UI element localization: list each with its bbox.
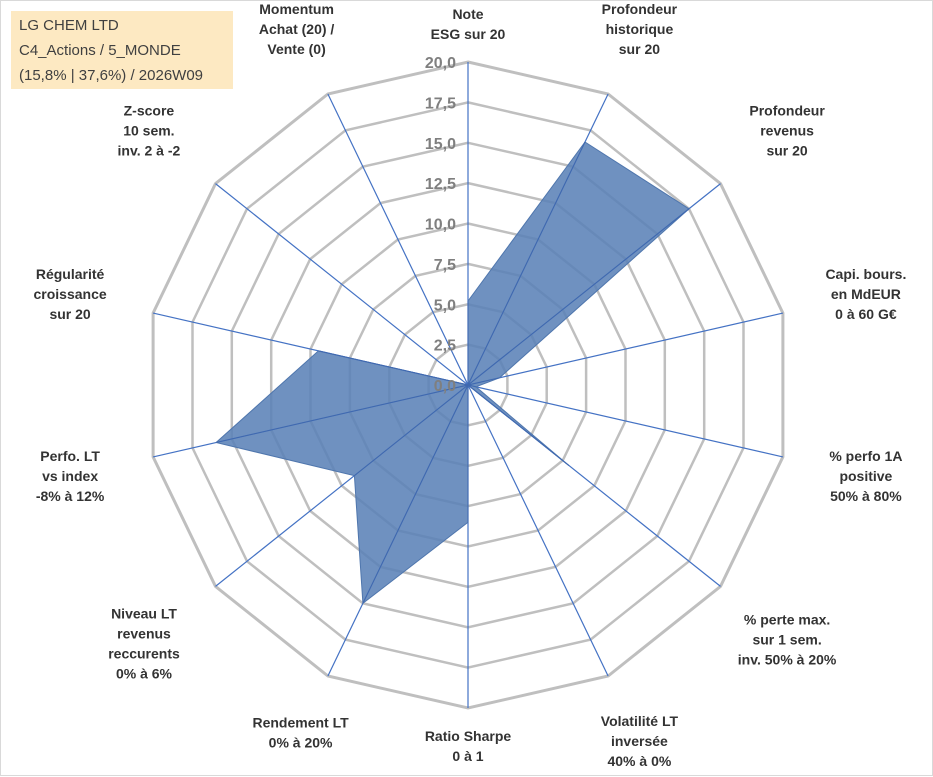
tick-label: 12,5 [425, 176, 456, 193]
axis-label-line: Régularité [36, 266, 105, 282]
axis-label-line: historique [606, 21, 674, 37]
axis-label: % perfo 1A positive 50% à 80% [829, 448, 902, 504]
axis-label-line: sur 20 [619, 41, 660, 57]
portfolio-category: C4_Actions / 5_MONDE [19, 38, 225, 63]
axis-label-line: Niveau LT [111, 605, 177, 621]
info-box: LG CHEM LTD C4_Actions / 5_MONDE (15,8% … [11, 11, 233, 89]
axis-label: % perte max. sur 1 sem. inv. 50% à 20% [738, 612, 837, 668]
axis-label-line: Note [452, 6, 483, 22]
axis-label-line: -8% à 12% [36, 488, 105, 504]
axis-label-line: Volatilité LT [601, 713, 679, 729]
axis-label: Volatilité LT inversée 40% à 0% [601, 713, 679, 769]
axis-label-line: inversée [611, 733, 668, 749]
tick-label: 7,5 [434, 257, 456, 274]
axis-label-line: en MdEUR [831, 286, 901, 302]
axis-label-line: Ratio Sharpe [425, 728, 512, 744]
axis-label-line: 50% à 80% [830, 488, 902, 504]
axis-label-line: revenus [117, 625, 171, 641]
axis-label: Momentum Achat (20) / Vente (0) [259, 1, 335, 57]
axis-label-line: % perte max. [744, 612, 830, 628]
axis-label-line: sur 20 [766, 143, 807, 159]
axis-label-line: 40% à 0% [607, 753, 671, 769]
axis-label-line: reccurents [108, 645, 180, 661]
axis-label-line: revenus [760, 123, 814, 139]
company-name: LG CHEM LTD [19, 13, 225, 38]
tick-label: 2,5 [434, 338, 456, 355]
tick-label: 20,0 [425, 55, 456, 72]
axis-label-line: 0% à 20% [269, 735, 333, 751]
axis-label: Profondeur historique sur 20 [602, 1, 678, 57]
axis-label-line: inv. 50% à 20% [738, 652, 837, 668]
tick-label: 17,5 [425, 95, 456, 112]
axis-label: Z-score 10 sem. inv. 2 à -2 [118, 103, 181, 159]
axis-label-line: sur 1 sem. [752, 632, 821, 648]
tick-labels: 0,0 2,5 5,0 7,5 10,0 12,5 15,0 17,5 20,0 [425, 55, 456, 395]
axis-label-line: Vente (0) [267, 41, 325, 57]
axis-label-line: positive [839, 468, 892, 484]
axis-label-line: Achat (20) / [259, 21, 335, 37]
axis-label-line: 0% à 6% [116, 665, 173, 681]
axis-label-line: Momentum [259, 1, 334, 17]
axis-label: Perfo. LT vs index -8% à 12% [36, 448, 105, 504]
axis-label-line: Capi. bours. [825, 266, 906, 282]
axis-label-line: Profondeur [602, 1, 678, 17]
axis-label: Note ESG sur 20 [431, 6, 506, 42]
axis-label-line: ESG sur 20 [431, 26, 506, 42]
tick-label: 5,0 [434, 297, 456, 314]
axis-label-line: Perfo. LT [40, 448, 100, 464]
axis-spoke [468, 385, 608, 676]
tick-label: 10,0 [425, 217, 456, 234]
axis-label: Ratio Sharpe 0 à 1 [425, 728, 512, 764]
axis-label: Rendement LT 0% à 20% [252, 715, 349, 751]
performance-week: (15,8% | 37,6%) / 2026W09 [19, 63, 225, 88]
axis-label-line: inv. 2 à -2 [118, 143, 181, 159]
axis-label-line: Rendement LT [252, 715, 349, 731]
axis-label-line: sur 20 [49, 306, 90, 322]
tick-label: 0,0 [434, 378, 456, 395]
axis-label: Capi. bours. en MdEUR 0 à 60 G€ [825, 266, 906, 322]
axis-label-line: Z-score [124, 103, 175, 119]
axis-label: Régularité croissance sur 20 [34, 266, 107, 322]
axis-label: Profondeur revenus sur 20 [749, 103, 825, 159]
axis-label-line: vs index [42, 468, 98, 484]
axis-label: Niveau LT revenus reccurents 0% à 6% [108, 605, 180, 681]
axis-label-line: 10 sem. [123, 123, 174, 139]
axis-label-line: 0 à 1 [452, 748, 483, 764]
axis-label-line: Profondeur [749, 103, 825, 119]
tick-label: 15,0 [425, 136, 456, 153]
axis-label-line: 0 à 60 G€ [835, 306, 897, 322]
axis-label-line: croissance [34, 286, 107, 302]
axis-label-line: % perfo 1A [829, 448, 902, 464]
